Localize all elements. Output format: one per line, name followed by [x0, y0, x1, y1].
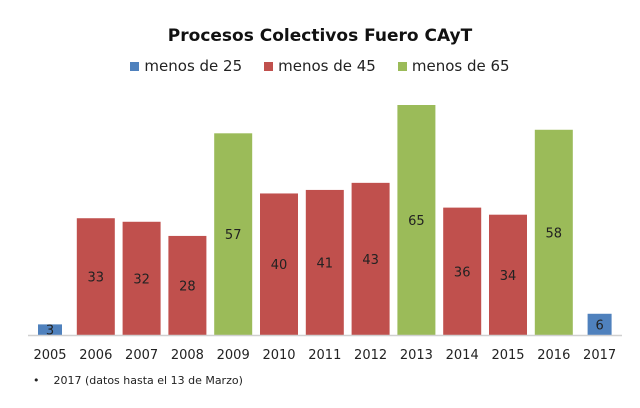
data-label: 40 [271, 258, 288, 273]
legend-swatch [130, 61, 140, 71]
legend-item: menos de 25 [130, 57, 242, 75]
legend-item: menos de 65 [397, 57, 510, 75]
x-tick-label: 2010 [262, 348, 295, 363]
data-label: 28 [179, 279, 196, 294]
data-label: 33 [88, 271, 105, 286]
legend-swatch [397, 61, 407, 71]
x-tick-label: 2005 [33, 348, 66, 363]
data-label: 36 [454, 265, 471, 280]
legend-item: menos de 45 [264, 57, 376, 75]
x-tick-label: 2016 [537, 348, 570, 363]
footnote: • 2017 (datos hasta el 13 de Marzo) [33, 374, 243, 387]
legend-label: menos de 25 [144, 57, 243, 75]
bar [76, 218, 115, 335]
bar [260, 193, 298, 335]
x-tick-label: 2014 [446, 348, 479, 363]
bar [305, 189, 344, 335]
x-tick-label: 2009 [217, 348, 250, 363]
bar [534, 129, 573, 335]
legend: menos de 25 menos de 45 menos de 65 [0, 57, 640, 75]
data-label: 58 [546, 226, 563, 241]
bar [443, 207, 482, 335]
bar [587, 313, 612, 335]
data-label: 65 [408, 214, 425, 229]
footnote-text: 2017 (datos hasta el 13 de Marzo) [53, 374, 243, 387]
bar [122, 221, 161, 335]
data-label: 3 [46, 324, 54, 339]
bar [168, 235, 207, 335]
data-label: 41 [317, 256, 334, 271]
x-tick-label: 2007 [125, 348, 158, 363]
chart-title: Procesos Colectivos Fuero CAyT [167, 26, 473, 46]
x-tick-label: 2013 [400, 348, 433, 363]
bar [351, 182, 390, 335]
legend-label: menos de 45 [278, 57, 376, 75]
x-tick-label: 2006 [79, 348, 112, 363]
bar [489, 214, 527, 335]
bar [397, 105, 436, 335]
data-label: 57 [225, 228, 242, 243]
x-tick-label: 2008 [171, 348, 204, 363]
data-label: 34 [500, 269, 517, 284]
data-label: 32 [133, 272, 150, 287]
x-tick-label: 2017 [583, 348, 616, 363]
legend-swatch [264, 61, 274, 71]
bar [214, 133, 253, 335]
legend-label: menos de 65 [411, 57, 510, 75]
bar [38, 324, 62, 335]
data-label: 6 [595, 318, 603, 333]
x-tick-label: 2015 [491, 348, 524, 363]
x-tick-label: 2011 [308, 348, 341, 363]
x-tick-label: 2012 [354, 348, 387, 363]
data-label: 43 [362, 253, 379, 268]
